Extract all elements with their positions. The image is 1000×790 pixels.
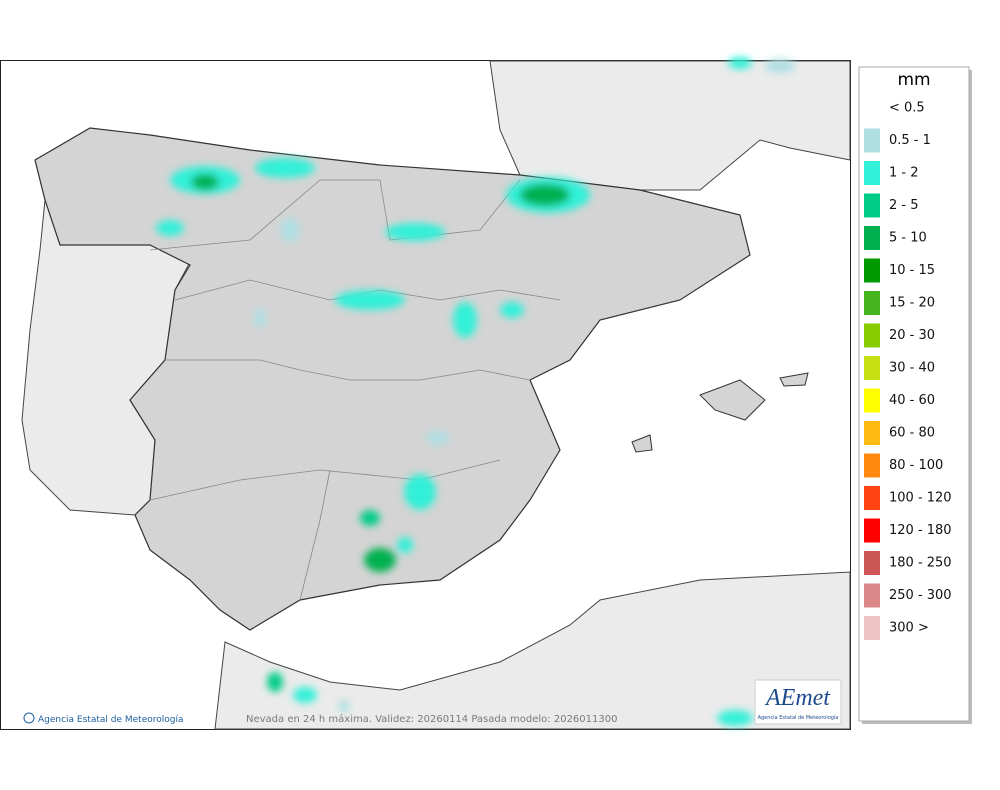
legend-label: 300 > xyxy=(889,621,929,636)
legend-swatch xyxy=(864,421,880,445)
legend-swatch xyxy=(864,258,880,283)
legend-label: < 0.5 xyxy=(889,101,925,116)
legend-label: 10 - 15 xyxy=(889,263,935,278)
legend-swatch xyxy=(864,583,880,608)
legend-label: 250 - 300 xyxy=(889,588,952,603)
legend-label: 0.5 - 1 xyxy=(889,133,931,148)
logo: AEmet Agencia Estatal de Meteorología xyxy=(754,679,842,725)
map: Agencia Estatal de Meteorología Nevada e… xyxy=(0,57,851,730)
legend-swatch xyxy=(864,323,880,348)
legend-swatch xyxy=(864,193,880,218)
legend-swatch xyxy=(864,356,880,380)
legend-label: 1 - 2 xyxy=(889,166,919,181)
legend-unit: mm xyxy=(897,70,930,90)
legend: mm < 0.5 0.5 - 1 1 - 2 2 - 5 5 - 10 10 - 15 15… xyxy=(858,66,972,724)
legend-swatch xyxy=(864,486,880,510)
legend-label: 40 - 60 xyxy=(889,393,935,408)
legend-label: 60 - 80 xyxy=(889,426,935,441)
logo-subtitle: Agencia Estatal de Meteorología xyxy=(758,714,839,721)
credit: Agencia Estatal de Meteorología xyxy=(38,715,184,725)
legend-label: 15 - 20 xyxy=(889,296,935,311)
legend-label: 5 - 10 xyxy=(889,231,927,246)
legend-swatch xyxy=(864,518,880,543)
legend-label: 30 - 40 xyxy=(889,361,935,376)
legend-label: 80 - 100 xyxy=(889,458,943,473)
legend-label: 20 - 30 xyxy=(889,328,935,343)
legend-swatch xyxy=(864,291,880,315)
legend-label: 120 - 180 xyxy=(889,523,952,538)
legend-label: 100 - 120 xyxy=(889,491,952,506)
legend-swatch xyxy=(864,453,880,478)
legend-swatch xyxy=(864,551,880,575)
legend-swatch xyxy=(864,616,880,640)
legend-swatch xyxy=(864,161,880,185)
logo-text: AEmet xyxy=(764,685,831,711)
legend-label: 2 - 5 xyxy=(889,198,919,213)
legend-swatch xyxy=(864,226,880,250)
legend-label: 180 - 250 xyxy=(889,556,952,571)
map-title: Nevada en 24 h máxima. Validez: 20260114… xyxy=(246,713,617,725)
legend-swatch xyxy=(864,128,880,153)
legend-swatch xyxy=(864,388,880,413)
